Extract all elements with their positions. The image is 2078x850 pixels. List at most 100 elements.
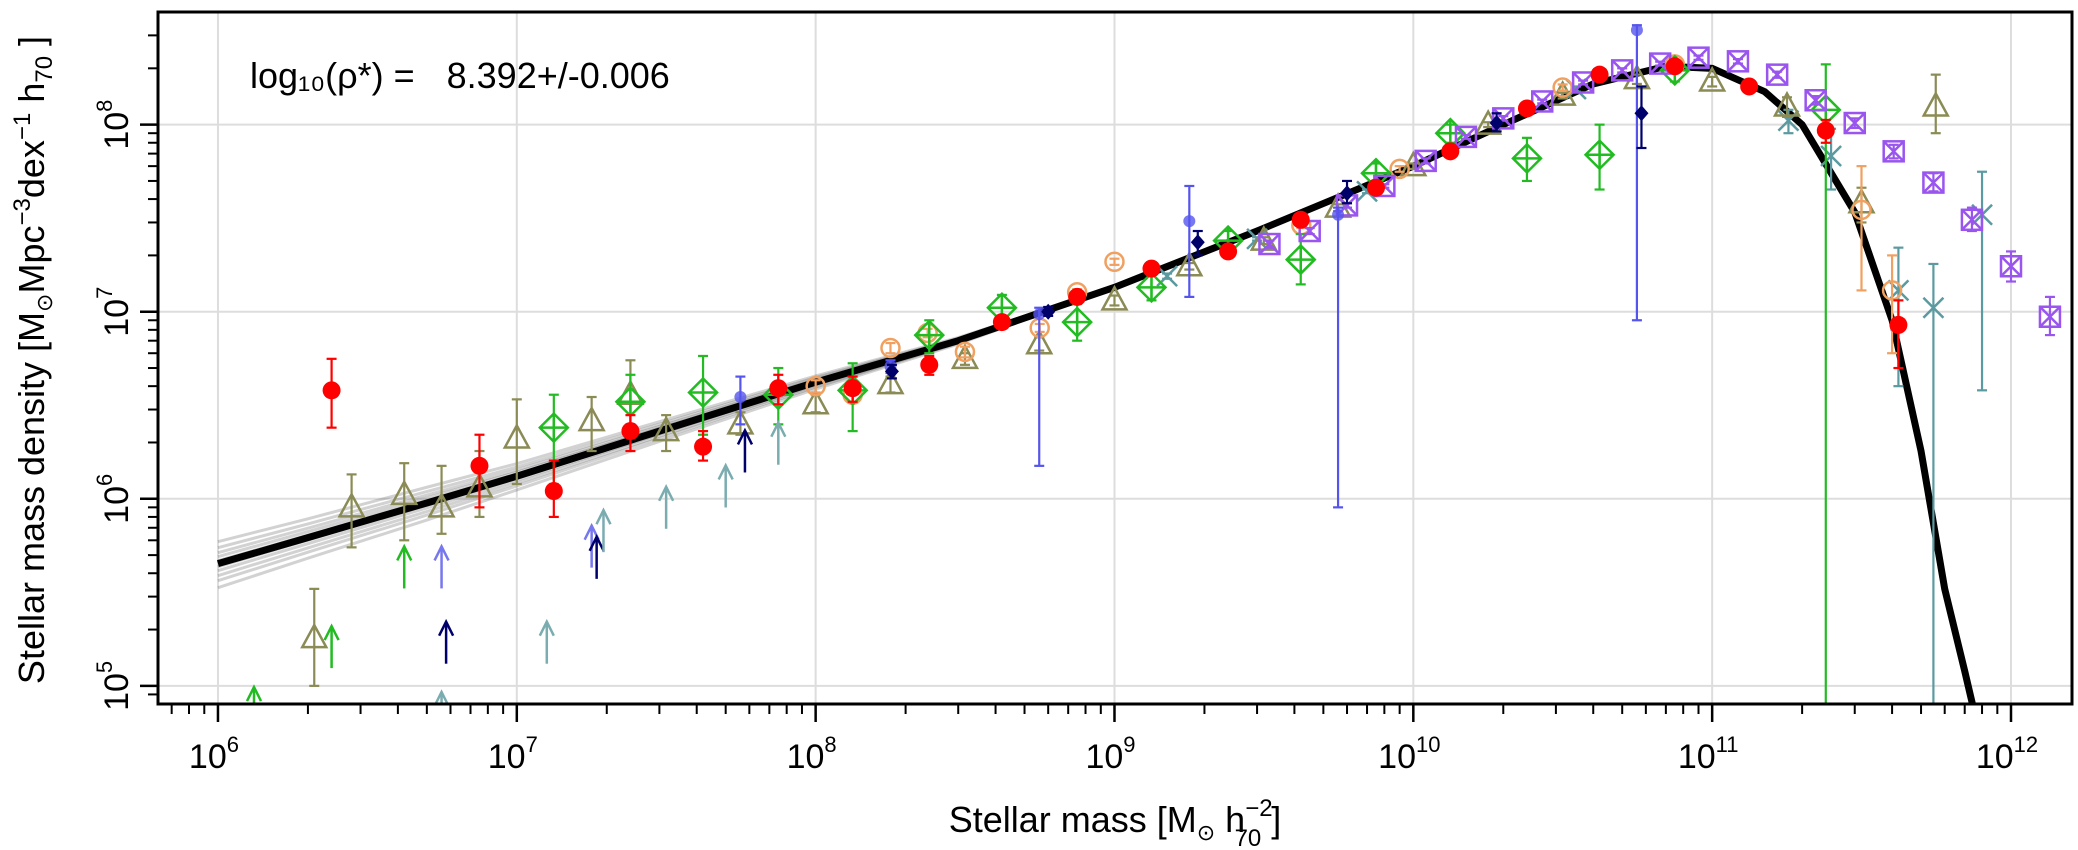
x-tick-label: 107 bbox=[488, 732, 538, 776]
data-point bbox=[1258, 232, 1281, 256]
data-point bbox=[1772, 90, 1802, 117]
data-point bbox=[1142, 259, 1161, 278]
data-point bbox=[1630, 24, 1643, 37]
series-open-circle bbox=[805, 54, 1903, 405]
x-tick-label: 1011 bbox=[1678, 732, 1739, 776]
data-point bbox=[1740, 77, 1759, 96]
data-point-cross bbox=[1804, 89, 1827, 112]
data-point bbox=[1492, 107, 1515, 130]
fit-curve-line bbox=[216, 62, 1977, 704]
series-open-triangle bbox=[300, 63, 1950, 687]
data-point-plus bbox=[1512, 144, 1541, 173]
upper-limit-arrows bbox=[245, 419, 787, 704]
data-point bbox=[1190, 234, 1205, 251]
data-point bbox=[992, 313, 1011, 332]
data-point bbox=[1820, 145, 1842, 167]
data-point-cross bbox=[1611, 59, 1634, 82]
y-tick-label: 107 bbox=[92, 287, 136, 337]
data-point bbox=[1366, 178, 1385, 197]
data-point bbox=[1726, 50, 1750, 73]
limit-arrow-head bbox=[538, 618, 555, 637]
fit-sample-line bbox=[217, 64, 1974, 704]
data-point bbox=[470, 456, 489, 475]
data-point bbox=[390, 479, 419, 506]
series-small-filled-circle bbox=[734, 24, 1643, 509]
axes: 106 107 108 109 1010 1011 1012 105 106 107 108 bbox=[92, 34, 2038, 776]
data-point bbox=[805, 375, 826, 397]
data-point-cross bbox=[1455, 126, 1477, 148]
data-point bbox=[1882, 140, 1905, 163]
fit-sample-line bbox=[217, 64, 1974, 704]
data-point bbox=[577, 405, 606, 432]
rho-annotation-label: log₁₀(ρ*) = bbox=[250, 55, 415, 96]
data-point bbox=[1665, 57, 1684, 76]
x-tick-label: 1012 bbox=[1976, 732, 2038, 776]
fit-sample-line bbox=[217, 64, 1974, 704]
data-point bbox=[726, 408, 755, 435]
data-point bbox=[884, 363, 899, 380]
data-point-plus bbox=[539, 413, 568, 442]
data-point bbox=[1590, 65, 1609, 84]
x-axis-title-prefix: Stellar mass [M bbox=[949, 799, 1197, 840]
data-point bbox=[1389, 158, 1410, 180]
x-tick-label: 1010 bbox=[1378, 732, 1440, 776]
fit-sample-line bbox=[217, 64, 1974, 704]
x-axis-title-suffix: ] bbox=[1261, 799, 1281, 840]
fit-sample-line bbox=[217, 64, 1974, 704]
series-open-diamond-plus bbox=[538, 54, 1842, 704]
data-point bbox=[1454, 125, 1478, 149]
data-point-cross bbox=[1961, 208, 1983, 231]
data-point bbox=[1687, 46, 1710, 69]
data-point bbox=[1921, 90, 1950, 117]
data-point-cross bbox=[1882, 140, 1905, 163]
series-x-cross bbox=[1156, 78, 1993, 704]
limit-arrow-head bbox=[595, 507, 612, 525]
y-tick-label: 108 bbox=[92, 100, 136, 150]
y-tick-label: 106 bbox=[92, 474, 136, 524]
data-point bbox=[1104, 251, 1125, 272]
data-point-cross bbox=[1843, 112, 1866, 134]
data-point bbox=[1922, 296, 1945, 319]
data-point-plus bbox=[1063, 308, 1092, 337]
data-point-cross bbox=[1922, 171, 1945, 194]
series-filled-diamond bbox=[884, 85, 1649, 380]
data-point-plus bbox=[915, 321, 944, 350]
data-point-cross bbox=[1766, 63, 1789, 86]
data-point-cross bbox=[1687, 46, 1710, 69]
data-point bbox=[1922, 171, 1945, 194]
data-point-cross bbox=[1727, 50, 1749, 73]
limit-arrow-head bbox=[292, 702, 294, 704]
data-point bbox=[652, 415, 681, 442]
limit-arrow-head bbox=[323, 623, 340, 641]
data-point-cross bbox=[1414, 150, 1437, 172]
data-point bbox=[920, 355, 939, 374]
data-point bbox=[1183, 215, 1196, 228]
limit-arrow-head bbox=[736, 427, 754, 446]
data-point bbox=[2038, 305, 2062, 328]
data-point bbox=[734, 391, 747, 404]
y-axis-title-h-sub: 70 bbox=[31, 56, 58, 83]
fit-sample-line bbox=[217, 64, 1974, 704]
data-point bbox=[1804, 89, 1827, 112]
data-point bbox=[1960, 208, 1984, 232]
data-point bbox=[337, 491, 366, 518]
data-point bbox=[544, 482, 563, 501]
y-axis-title-suffix: ] bbox=[11, 36, 52, 56]
data-point-cross bbox=[1258, 233, 1281, 255]
data-point bbox=[1999, 254, 2023, 278]
data-point bbox=[1068, 287, 1087, 306]
data-point bbox=[769, 379, 788, 398]
limit-arrow-head bbox=[658, 483, 675, 502]
data-point bbox=[621, 422, 640, 441]
x-axis-title-h-sub: 70 bbox=[1235, 825, 1262, 850]
data-point bbox=[1610, 59, 1634, 82]
data-point bbox=[1889, 315, 1908, 334]
series-boxed-cross bbox=[1258, 46, 2062, 337]
data-point bbox=[1414, 149, 1437, 173]
data-point bbox=[1843, 111, 1866, 135]
fit-sample-line bbox=[217, 64, 1974, 704]
y-axis-title-symbol: ⊙ bbox=[32, 294, 57, 312]
fit-sample-line bbox=[217, 64, 1974, 704]
x-axis-title-h: h bbox=[1215, 799, 1245, 840]
